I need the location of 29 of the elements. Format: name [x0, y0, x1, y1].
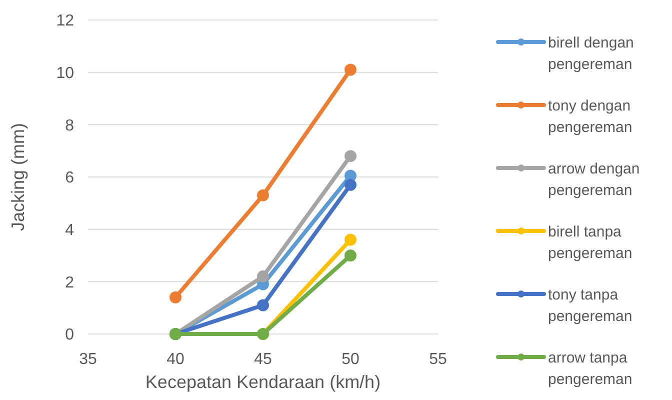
x-axis-title: Kecepatan Kendaraan (km/h)	[145, 372, 381, 392]
legend-label: arrow tanpa pengereman	[548, 349, 632, 388]
point	[344, 150, 356, 162]
y-axis-title: Jacking (mm)	[8, 122, 28, 232]
y-tick-label: 12	[56, 12, 74, 30]
y-tick-label: 10	[56, 64, 74, 82]
legend-label: birell tanpa pengereman	[548, 223, 632, 262]
legend-label: arrow dengan pengereman	[548, 160, 640, 199]
x-tick-label: 50	[342, 351, 360, 368]
legend-label: tony dengan pengereman	[548, 97, 632, 136]
y-tick-label: 8	[65, 117, 74, 134]
point	[170, 291, 182, 304]
y-tick-label: 4	[65, 222, 74, 239]
point	[257, 299, 269, 312]
x-tick-label: 40	[166, 351, 184, 368]
x-tick-label: 35	[79, 351, 97, 368]
y-tick-label: 6	[65, 170, 74, 187]
point	[344, 234, 356, 246]
point	[344, 64, 356, 76]
x-tick-label: 55	[429, 351, 447, 368]
point	[344, 250, 356, 262]
x-tick-label: 45	[254, 351, 272, 368]
point	[257, 270, 269, 282]
point	[257, 189, 269, 202]
y-tick-label: 2	[65, 274, 74, 292]
y-tick-label: 0	[65, 326, 74, 344]
point	[344, 178, 356, 191]
legend-label: tony tanpa pengereman	[548, 286, 632, 325]
legend-label: birell dengan pengereman	[548, 34, 634, 73]
